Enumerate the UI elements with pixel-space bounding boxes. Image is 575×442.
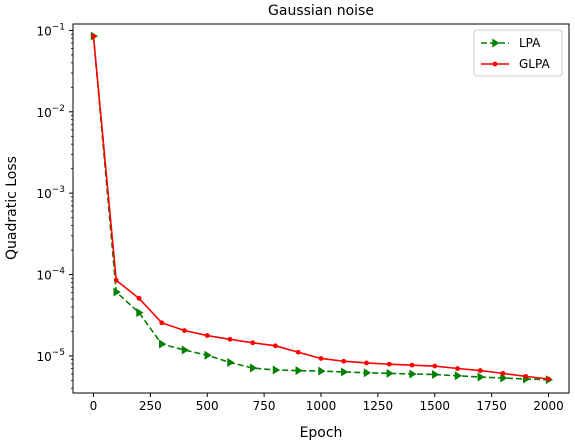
x-tick-label: 1500 <box>419 399 450 413</box>
series-glpa-point <box>455 366 460 371</box>
series-glpa-point <box>432 363 438 369</box>
series-layer <box>90 31 554 385</box>
series-lpa-point <box>181 345 189 355</box>
series-lpa-point <box>136 308 144 318</box>
series-lpa-point <box>432 370 440 380</box>
y-tick-label: 10−2 <box>36 104 65 120</box>
series-lpa-point <box>477 372 485 382</box>
x-tick-label: 250 <box>139 399 162 413</box>
series-glpa-point <box>318 356 324 361</box>
series-glpa-point <box>204 333 210 338</box>
series-lpa-point <box>295 366 303 376</box>
series-lpa-point <box>454 371 463 381</box>
legend-glpa-marker <box>492 61 498 67</box>
y-tick-label: 10−1 <box>36 22 65 38</box>
legend-lpa-label: LPA <box>519 36 541 50</box>
series-lpa-point <box>409 369 417 379</box>
series-glpa-point <box>409 362 415 368</box>
series-glpa-point <box>182 328 187 333</box>
x-tick-label: 1750 <box>476 399 507 413</box>
legend-lpa-marker <box>492 38 500 48</box>
x-tick-label: 750 <box>253 399 276 413</box>
legend: LPA GLPA <box>473 29 563 77</box>
x-tick-label: 1250 <box>363 399 394 413</box>
y-tick-label: 10−3 <box>36 185 65 201</box>
series-lpa-point <box>113 287 121 297</box>
x-tick-label: 1000 <box>306 399 337 413</box>
series-glpa-point <box>477 368 483 373</box>
series-lpa-point <box>272 365 280 375</box>
series-glpa-point <box>386 361 392 367</box>
series-glpa-point <box>523 373 529 379</box>
series-glpa-point <box>546 376 551 382</box>
x-tick-label: 500 <box>196 399 219 413</box>
series-glpa-point <box>250 340 256 346</box>
series-glpa-point <box>273 343 278 349</box>
series-lpa-point <box>227 357 235 367</box>
y-tick-label: 10−4 <box>36 267 65 283</box>
series-glpa-point <box>341 358 347 364</box>
series-lpa-point <box>318 366 326 376</box>
series-glpa-point <box>113 277 119 283</box>
legend-glpa-label: GLPA <box>519 57 550 71</box>
y-axis-label: Quadratic Loss <box>4 156 20 260</box>
series-lpa-point <box>386 368 394 378</box>
series-glpa-point <box>159 320 165 326</box>
y-axis: 10−5 10−4 10−3 10−2 10−1 <box>36 22 73 389</box>
series-glpa-point <box>227 336 233 342</box>
series-lpa-point <box>500 373 508 383</box>
series-glpa-point <box>364 360 369 366</box>
series-lpa-point <box>341 367 349 377</box>
series-glpa-point <box>91 33 96 39</box>
series-lpa-point <box>363 368 372 378</box>
series-lpa-point <box>204 350 212 360</box>
x-tick-label: 2000 <box>533 399 564 413</box>
series-glpa-point <box>295 349 301 355</box>
series-glpa-point <box>136 295 142 301</box>
chart-title: Gaussian noise <box>268 3 374 19</box>
series-glpa-point <box>500 370 506 376</box>
x-tick-label: 0 <box>90 399 98 413</box>
y-tick-label: 10−5 <box>36 348 65 364</box>
x-axis: 0 250 500 750 1000 1250 1500 1750 2000 <box>90 393 564 413</box>
x-axis-label: Epoch <box>300 425 343 441</box>
series-lpa-point <box>159 339 167 349</box>
series-lpa-point <box>250 363 258 373</box>
